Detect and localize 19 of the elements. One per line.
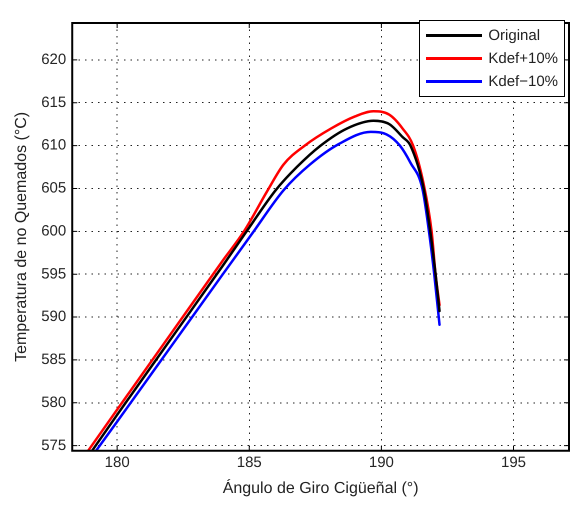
x-tick-label: 185 bbox=[236, 454, 262, 471]
y-tick-label: 575 bbox=[41, 436, 66, 454]
y-axis-title: Temperatura de no Quemados (°C) bbox=[13, 112, 30, 362]
y-tick-label: 595 bbox=[41, 265, 66, 282]
y-tick-label: 585 bbox=[41, 351, 66, 368]
y-tick-label: 580 bbox=[41, 394, 66, 411]
x-axis-title: Ángulo de Giro Cigüeñal (°) bbox=[222, 478, 419, 497]
legend-label: Kdef−10% bbox=[488, 72, 558, 92]
y-tick-label: 605 bbox=[41, 180, 66, 197]
y-tick-label: 590 bbox=[41, 308, 66, 326]
y-tick-label: 610 bbox=[41, 136, 66, 154]
legend-label: Original bbox=[488, 26, 540, 46]
y-tick-label: 615 bbox=[41, 94, 66, 111]
y-tick-label: 620 bbox=[41, 51, 66, 68]
legend-label: Kdef+10% bbox=[488, 49, 558, 69]
y-tick-label: 600 bbox=[41, 222, 66, 240]
x-tick-label: 190 bbox=[368, 454, 394, 471]
x-tick-label: 180 bbox=[104, 454, 130, 471]
x-tick-label: 195 bbox=[500, 454, 526, 471]
